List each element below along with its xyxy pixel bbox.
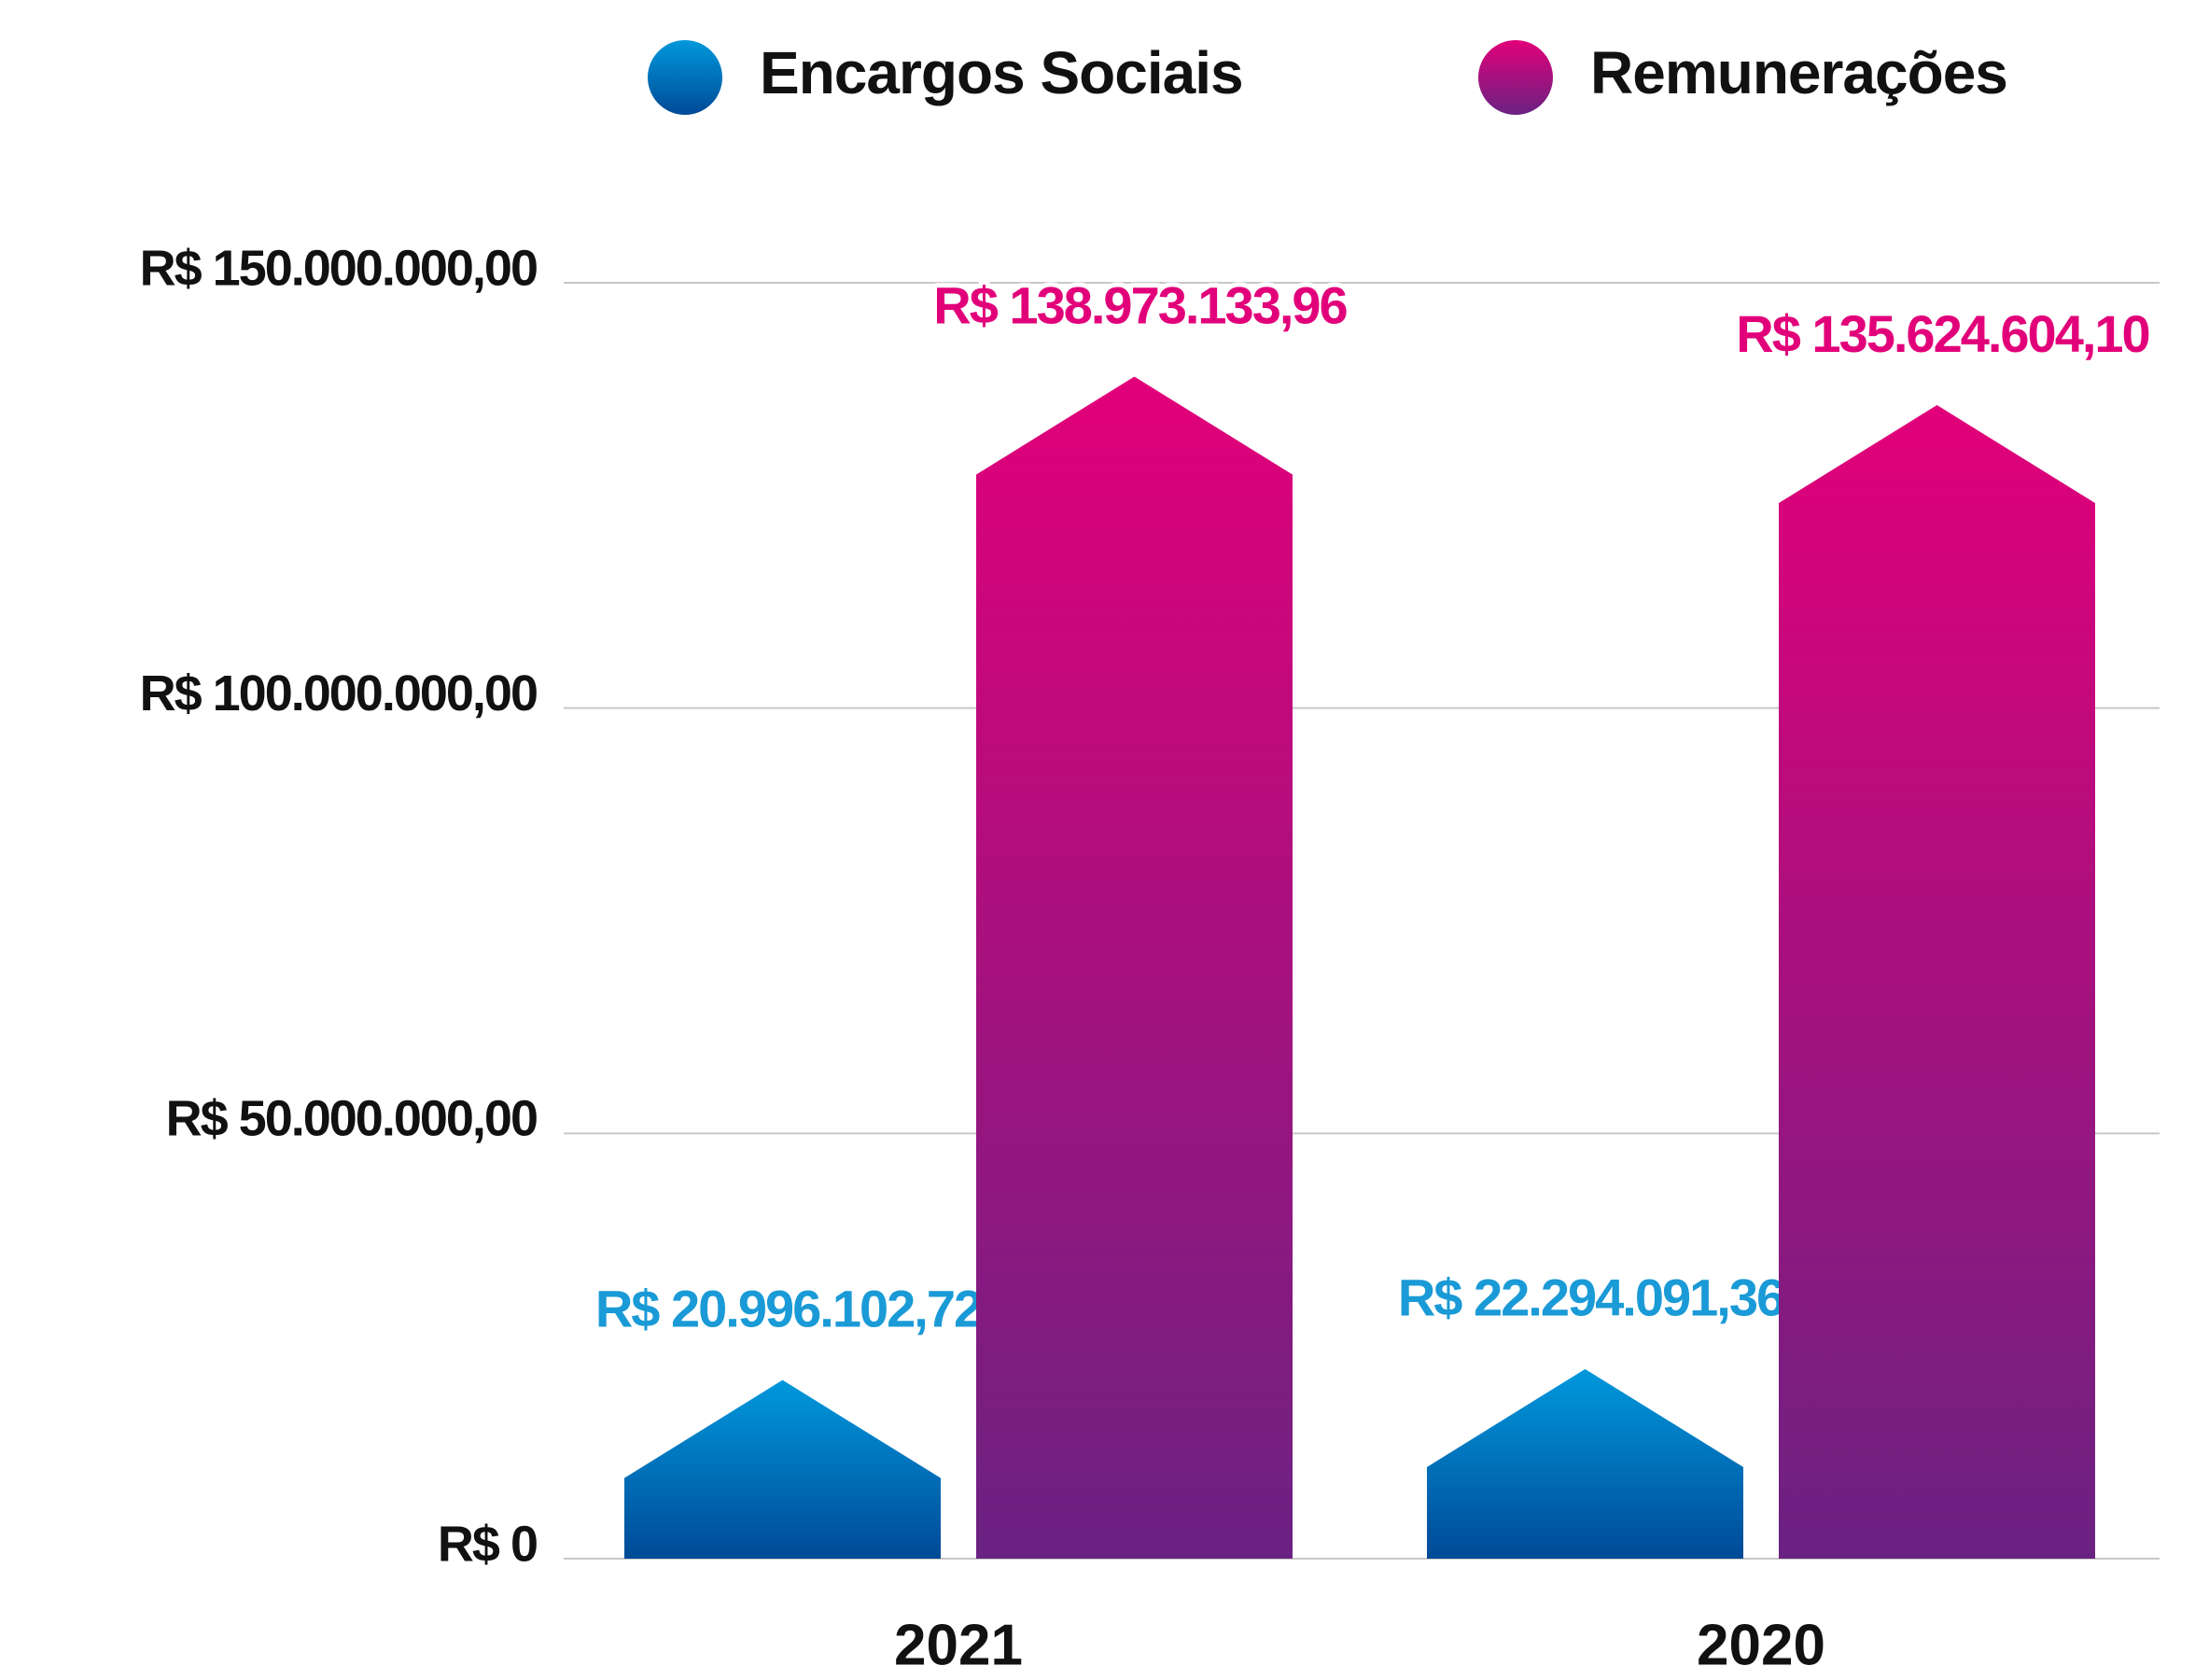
value-label: R$ 135.624.604,10 — [1736, 304, 2148, 363]
y-tick-label: R$ 150.000.000,00 — [140, 240, 537, 296]
legend-swatch — [648, 40, 722, 115]
y-tick-label: R$ 0 — [438, 1516, 537, 1572]
bar — [976, 376, 1293, 1560]
legend-swatch — [1478, 40, 1553, 115]
bar — [1427, 1368, 1743, 1559]
value-label: R$ 20.996.102,72 — [595, 1279, 981, 1337]
y-tick-label: R$ 50.000.000,00 — [166, 1091, 537, 1147]
legend-label: Encargos Sociais — [760, 39, 1243, 106]
bar — [624, 1379, 941, 1559]
x-tick-label: 2020 — [1697, 1613, 1825, 1677]
legend-label: Remunerações — [1590, 39, 2007, 106]
value-label: R$ 138.973.133,96 — [933, 275, 1347, 334]
y-tick-label: R$ 100.000.000,00 — [140, 665, 537, 721]
x-tick-label: 2021 — [894, 1613, 1023, 1677]
value-label: R$ 22.294.091,36 — [1398, 1268, 1784, 1327]
bar — [1779, 405, 2095, 1559]
